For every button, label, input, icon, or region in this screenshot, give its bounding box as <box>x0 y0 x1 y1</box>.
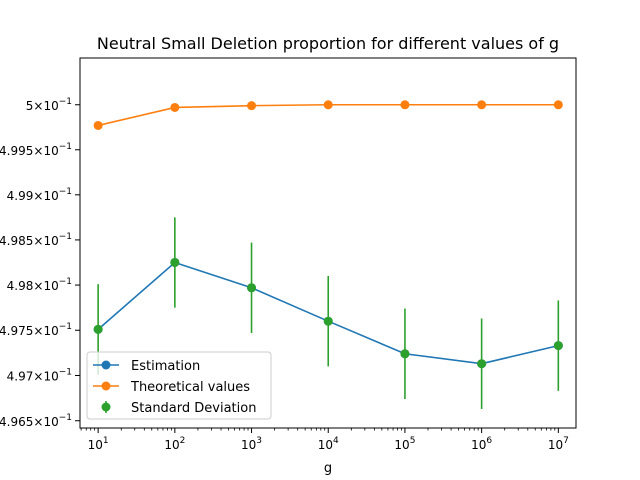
theoretical-point <box>477 100 487 110</box>
theoretical-point <box>553 100 563 110</box>
y-tick-label: 4.995×10−1 <box>0 142 72 158</box>
x-axis: 101 102 103 104 105 106 107 <box>80 428 569 452</box>
legend-marker <box>101 402 111 412</box>
x-tick-label: 105 <box>394 436 415 452</box>
x-tick-label: 104 <box>318 436 339 452</box>
x-tick-label: 102 <box>164 436 185 452</box>
theoretical-point <box>170 102 180 112</box>
y-tick-label: 4.97×10−1 <box>7 367 72 383</box>
std-dev-point <box>477 359 487 369</box>
x-tick-label: 103 <box>241 436 262 452</box>
x-tick-label: 107 <box>548 436 569 452</box>
legend-label: Theoretical values <box>130 380 250 395</box>
legend-marker <box>101 381 111 391</box>
theoretical-point <box>247 101 257 111</box>
std-dev-point <box>93 324 103 334</box>
std-dev-point <box>553 341 563 351</box>
legend-marker <box>101 360 111 370</box>
legend-label: Estimation <box>131 359 200 374</box>
legend: Estimation Theoretical values Standard Dev… <box>86 351 272 420</box>
y-axis: 4.965×10−1 4.97×10−1 4.975×10−1 4.98×10−1 4.… <box>0 97 80 429</box>
std-dev-point <box>170 257 180 267</box>
x-axis-label: g <box>324 461 332 476</box>
y-tick-label: 4.985×10−1 <box>0 232 72 248</box>
y-tick-label: 5×10−1 <box>26 97 72 113</box>
std-dev-point <box>400 349 410 359</box>
x-tick-label: 101 <box>88 436 109 452</box>
y-tick-label: 4.98×10−1 <box>7 277 72 293</box>
x-tick-label: 106 <box>471 436 492 452</box>
std-dev-point <box>247 283 257 293</box>
legend-label: Standard Deviation <box>131 401 256 416</box>
y-tick-label: 4.99×10−1 <box>7 187 72 203</box>
legend-box <box>86 351 272 420</box>
theoretical-point <box>400 100 410 110</box>
std-dev-point <box>323 316 333 326</box>
plot-area <box>93 100 563 409</box>
y-tick-label: 4.975×10−1 <box>0 322 72 338</box>
chart-title: Neutral Small Deletion proportion for di… <box>97 34 559 53</box>
theoretical-point <box>93 120 103 130</box>
theoretical-point <box>323 100 333 110</box>
y-tick-label: 4.965×10−1 <box>0 413 72 429</box>
